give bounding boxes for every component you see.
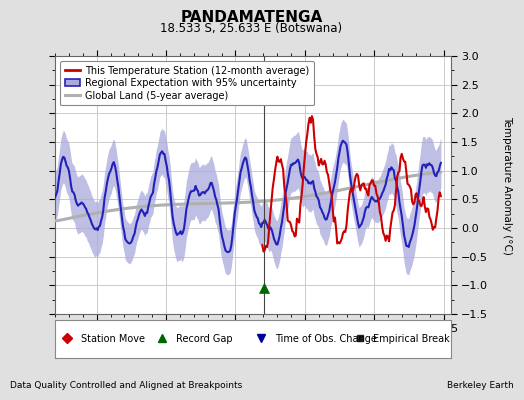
Legend: This Temperature Station (12-month average), Regional Expectation with 95% uncer: This Temperature Station (12-month avera… [60,61,314,106]
Text: Station Move: Station Move [81,334,145,344]
Text: Time of Obs. Change: Time of Obs. Change [275,334,376,344]
Text: 18.533 S, 25.633 E (Botswana): 18.533 S, 25.633 E (Botswana) [160,22,343,35]
Text: Empirical Break: Empirical Break [374,334,450,344]
Text: Berkeley Earth: Berkeley Earth [447,381,514,390]
Text: Record Gap: Record Gap [176,334,232,344]
Text: PANDAMATENGA: PANDAMATENGA [180,10,323,25]
Y-axis label: Temperature Anomaly (°C): Temperature Anomaly (°C) [502,116,512,254]
Text: Data Quality Controlled and Aligned at Breakpoints: Data Quality Controlled and Aligned at B… [10,381,243,390]
